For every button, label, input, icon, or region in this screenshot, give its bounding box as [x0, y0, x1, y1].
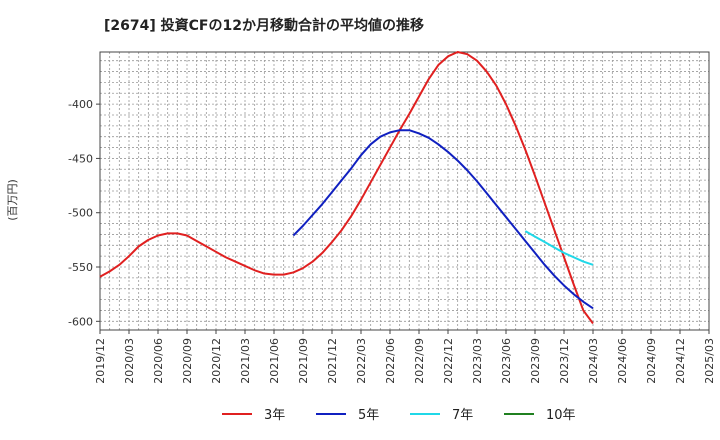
x-tick-label: 2022/12: [442, 338, 455, 384]
y-axis-ticks: -400 -450 -500 -550 -600: [68, 98, 100, 328]
y-axis-label: (百万円): [6, 179, 19, 221]
x-tick-label: 2020/12: [210, 338, 223, 384]
x-tick-label: 2024/09: [645, 338, 658, 384]
x-tick-label: 2023/06: [500, 338, 513, 384]
y-tick-label: -450: [68, 152, 93, 165]
x-tick-label: 2020/06: [152, 338, 165, 384]
y-tick-label: -400: [68, 98, 93, 111]
x-tick-label: 2020/03: [123, 338, 136, 384]
x-tick-label: 2022/06: [384, 338, 397, 384]
x-tick-label: 2023/09: [529, 338, 542, 384]
x-axis-ticks: 2019/12 2020/03 2020/06 2020/09 2020/12 2021/…: [94, 330, 716, 384]
series-line-3: [524, 230, 594, 266]
x-tick-label: 2023/12: [558, 338, 571, 384]
x-tick-label: 2021/03: [239, 338, 252, 384]
x-tick-label: 2022/03: [355, 338, 368, 384]
series-lines: [99, 51, 594, 325]
x-tick-label: 2021/06: [268, 338, 281, 384]
x-tick-label: 2024/03: [587, 338, 600, 384]
x-tick-label: 2022/09: [413, 338, 426, 384]
series-line-1: [99, 51, 594, 325]
legend-label-4: 10年: [546, 408, 576, 423]
plot-frame: [99, 51, 710, 331]
x-tick-label: 2020/09: [181, 338, 194, 384]
chart-title: [2674] 投資CFの12か月移動合計の平均値の推移: [104, 17, 424, 34]
x-tick-label: 2021/09: [297, 338, 310, 384]
y-tick-label: -500: [68, 207, 93, 220]
x-tick-label: 2019/12: [94, 338, 107, 384]
x-tick-label: 2024/12: [674, 338, 687, 384]
legend-label-2: 5年: [358, 408, 379, 423]
y-tick-label: -550: [68, 261, 93, 274]
x-tick-label: 2023/03: [471, 338, 484, 384]
grid-lines: [99, 52, 710, 330]
x-tick-label: 2021/12: [326, 338, 339, 384]
x-tick-label: 2024/06: [616, 338, 629, 384]
series-line-2: [292, 129, 594, 310]
legend-label-1: 3年: [264, 408, 285, 423]
y-tick-label: -600: [68, 315, 93, 328]
legend-label-3: 7年: [452, 408, 473, 423]
x-tick-label: 2025/03: [703, 338, 716, 384]
legend: 3年 5年 7年 10年: [222, 408, 576, 423]
